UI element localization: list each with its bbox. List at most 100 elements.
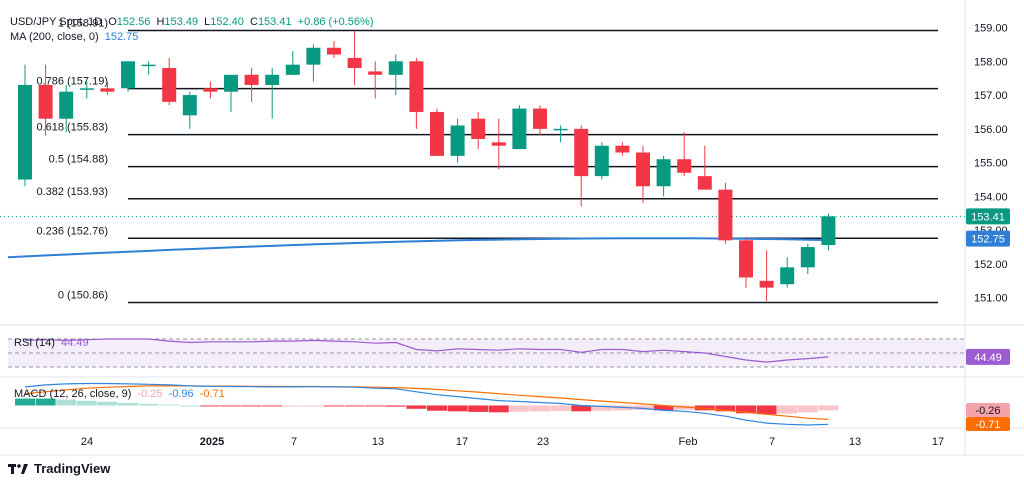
macd-histogram-bar: [488, 405, 509, 413]
macd-histogram-bar: [179, 405, 200, 407]
macd-histogram-bar: [138, 403, 159, 406]
candle-body: [347, 57, 362, 69]
candle-body: [409, 61, 424, 112]
ohlc-close-value: 153.41: [257, 16, 292, 28]
macd-histogram-bar: [56, 399, 77, 406]
rsi-legend-label: RSI (14): [14, 337, 55, 349]
macd-histogram-bar: [262, 405, 283, 407]
ohlc-high-label: H: [156, 16, 165, 28]
macd-histogram-bar: [344, 405, 365, 407]
macd-histogram-bar: [97, 401, 118, 406]
candle-body: [450, 125, 465, 156]
candle-body: [59, 91, 74, 119]
ma200-line: [7, 237, 829, 259]
price-badge-label: 152.75: [971, 234, 1005, 246]
macd-signal-line: [24, 385, 829, 420]
candle-body: [512, 108, 527, 150]
rsi-badge: [966, 348, 1010, 365]
time-tick-label: 13: [372, 436, 384, 448]
ohlc-open-value: 152.56: [116, 16, 151, 28]
macd-histogram-bar: [118, 402, 138, 406]
macd-histogram-bar: [447, 405, 468, 412]
candle-body: [636, 152, 650, 187]
macd-badge-label: -0.71: [975, 419, 1000, 431]
candle-body: [327, 47, 341, 55]
fib-level-label: 0.786 (157.19): [36, 76, 108, 88]
candle-body: [141, 64, 156, 67]
candle-body: [306, 47, 321, 65]
macd-line: [24, 382, 829, 426]
macd-badge-label: -0.26: [975, 405, 1000, 417]
macd-histogram-bar: [530, 405, 550, 412]
tradingview-brand: TradingView: [34, 461, 111, 476]
price-tick-label: 156.00: [974, 124, 1008, 136]
rsi-badge-label: 44.49: [974, 352, 1002, 364]
ma-legend: MA (200, close, 0) 152.75: [10, 31, 141, 43]
candle-body: [615, 145, 630, 153]
macd-legend-signal-value: -0.71: [199, 388, 225, 400]
tradingview-footer[interactable]: TradingView: [8, 461, 110, 476]
macd-histogram-bar: [324, 405, 344, 407]
candle-body: [244, 74, 259, 85]
price-badge: [966, 208, 1010, 225]
time-tick-label: 7: [291, 436, 297, 448]
rsi-legend-value: 44.49: [61, 337, 89, 349]
macd-histogram-bar: [468, 405, 489, 412]
macd-histogram-bar: [633, 405, 653, 410]
candle-body: [594, 145, 609, 177]
price-badge-label: 153.41: [971, 211, 1005, 223]
macd-histogram-bar: [571, 405, 592, 412]
candle-body: [656, 159, 671, 187]
time-tick-label: 17: [456, 436, 468, 448]
macd-histogram-bar: [200, 405, 221, 407]
macd-histogram-bar: [736, 405, 756, 414]
time-tick-label: 23: [537, 436, 549, 448]
macd-histogram-bar: [159, 404, 180, 406]
macd-histogram-bar: [406, 405, 427, 409]
price-tick-label: 151.00: [974, 293, 1008, 305]
candle-body: [121, 61, 135, 89]
macd-histogram-bar: [818, 405, 839, 411]
macd-histogram-bar: [427, 405, 447, 411]
ohlc-low-value: 152.40: [210, 16, 244, 28]
price-tick-label: 154.00: [974, 191, 1008, 203]
macd-badge: [966, 417, 1010, 431]
price-tick-label: 158.00: [974, 56, 1008, 68]
price-tick-label: 157.00: [974, 90, 1008, 102]
candle-body: [553, 128, 568, 131]
macd-histogram-bar: [76, 400, 97, 406]
candle-body: [224, 74, 238, 92]
candle-body: [430, 111, 444, 156]
macd-histogram-bar: [797, 405, 818, 413]
rsi-legend: RSI (14) 44.49: [14, 337, 92, 349]
candle-body: [821, 216, 836, 246]
symbol-label: USD/JPY Spot, 1D: [10, 16, 103, 28]
macd-histogram-bar: [653, 405, 674, 411]
candle-body: [388, 61, 403, 75]
ohlc-close-label: C: [249, 16, 258, 28]
candle-body: [162, 68, 177, 102]
candle-body: [368, 71, 383, 75]
fib-level-label: 0.5 (154.88): [49, 154, 108, 166]
candle-body: [780, 267, 795, 285]
macd-histogram-bar: [365, 405, 386, 407]
candle-body: [759, 280, 774, 288]
ma-legend-value: 152.75: [104, 31, 139, 43]
candle-body: [491, 142, 506, 146]
candle-body: [38, 84, 53, 119]
candle-body: [18, 84, 32, 180]
fib-level-label: 1 (158.91): [58, 18, 108, 30]
time-tick-label: 17: [932, 436, 944, 448]
symbol-legend: USD/JPY Spot, 1D O152.56 H153.49 L152.40…: [10, 16, 377, 28]
candle-body: [533, 108, 547, 129]
candle-body: [800, 247, 815, 268]
time-tick-label: 24: [81, 436, 93, 448]
candle-body: [574, 128, 589, 177]
macd-histogram-bar: [715, 405, 736, 412]
fib-level-label: 0 (150.86): [58, 289, 108, 301]
ohlc-high-value: 153.49: [164, 16, 199, 28]
time-tick-label: 13: [849, 436, 861, 448]
price-tick-label: 159.00: [974, 23, 1008, 35]
